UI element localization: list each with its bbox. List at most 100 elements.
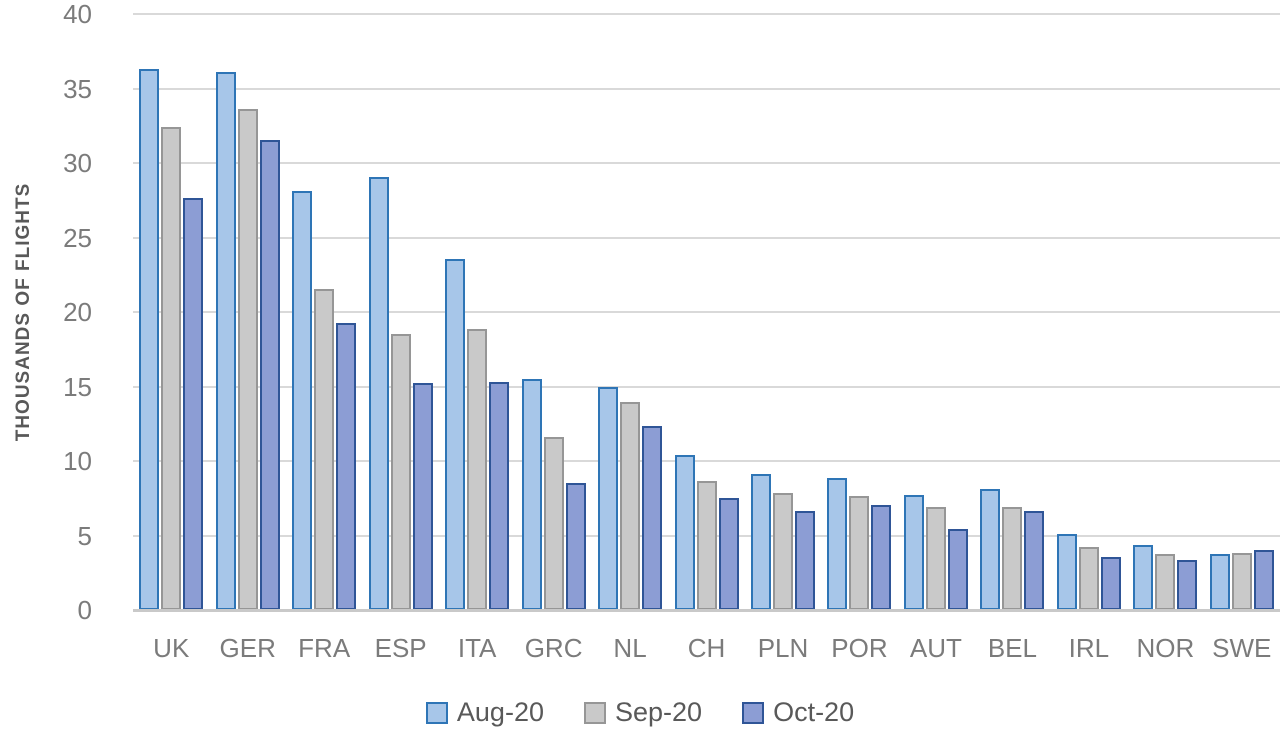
bar-oct-20-fra bbox=[336, 323, 357, 610]
gridline-20 bbox=[133, 311, 1280, 313]
y-tick-label-0: 0 bbox=[77, 595, 92, 625]
bar-sep-20-ch bbox=[696, 481, 717, 610]
bar-aug-20-grc bbox=[521, 378, 542, 610]
bar-group-nl bbox=[592, 14, 668, 610]
gridline-10 bbox=[133, 460, 1280, 462]
bar-aug-20-bel bbox=[980, 488, 1001, 610]
bar-aug-20-nl bbox=[598, 387, 619, 610]
bar-oct-20-ita bbox=[489, 381, 510, 610]
bar-oct-20-irl bbox=[1100, 557, 1121, 610]
bar-aug-20-aut bbox=[903, 494, 924, 610]
bar-sep-20-esp bbox=[390, 333, 411, 610]
bar-sep-20-ita bbox=[467, 329, 488, 610]
bar-group-aut bbox=[898, 14, 974, 610]
legend: Aug-20 Sep-20 Oct-20 bbox=[0, 697, 1280, 728]
bar-aug-20-por bbox=[827, 478, 848, 610]
bar-oct-20-pln bbox=[794, 511, 815, 610]
bar-oct-20-aut bbox=[947, 529, 968, 610]
bar-sep-20-uk bbox=[161, 126, 182, 610]
x-tick-label-uk: UK bbox=[153, 633, 190, 663]
x-tick-label-grc: GRC bbox=[524, 633, 583, 663]
bar-sep-20-bel bbox=[1002, 506, 1023, 610]
gridline-15 bbox=[133, 385, 1280, 388]
x-tick-label-nor: NOR bbox=[1136, 633, 1195, 663]
bar-aug-20-swe bbox=[1209, 554, 1230, 610]
x-tick-label-aut: AUT bbox=[909, 633, 962, 663]
bar-sep-20-nor bbox=[1155, 554, 1176, 610]
bar-group-bel bbox=[974, 14, 1050, 610]
gridline-30 bbox=[133, 162, 1280, 164]
bar-aug-20-ita bbox=[445, 259, 466, 610]
x-tick-label-esp: ESP bbox=[374, 633, 427, 663]
bar-group-swe bbox=[1204, 14, 1280, 610]
bar-aug-20-ger bbox=[215, 71, 236, 610]
y-axis-tick-labels: 0 5 10 15 20 25 30 35 40 bbox=[0, 0, 104, 625]
bar-group-fra bbox=[286, 14, 362, 610]
bar-oct-20-uk bbox=[183, 198, 204, 610]
y-tick-label-35: 35 bbox=[63, 73, 92, 104]
x-tick-label-irl: IRL bbox=[1068, 633, 1110, 663]
bar-sep-20-ger bbox=[237, 108, 258, 610]
bar-sep-20-por bbox=[849, 496, 870, 610]
bar-group-irl bbox=[1051, 14, 1127, 610]
legend-swatch-sep-20 bbox=[583, 701, 606, 724]
bar-group-grc bbox=[515, 14, 591, 610]
bar-sep-20-fra bbox=[314, 289, 335, 610]
legend-label-aug-20: Aug-20 bbox=[456, 697, 544, 727]
x-tick-label-fra: FRA bbox=[298, 633, 351, 663]
legend-item-aug-20: Aug-20 bbox=[425, 697, 544, 728]
x-tick-label-ger: GER bbox=[219, 633, 276, 663]
bar-group-esp bbox=[362, 14, 438, 610]
y-tick-label-5: 5 bbox=[77, 520, 92, 551]
bar-sep-20-nl bbox=[620, 402, 641, 610]
x-tick-label-bel: BEL bbox=[987, 633, 1037, 663]
gridline-25 bbox=[133, 236, 1280, 239]
bar-oct-20-nl bbox=[642, 426, 663, 610]
y-tick-label-20: 20 bbox=[63, 297, 92, 327]
bar-sep-20-pln bbox=[772, 493, 793, 610]
legend-swatch-oct-20 bbox=[742, 701, 765, 724]
bar-oct-20-esp bbox=[412, 383, 433, 610]
bar-aug-20-uk bbox=[139, 68, 160, 610]
x-tick-label-ita: ITA bbox=[457, 633, 497, 663]
legend-item-oct-20: Oct-20 bbox=[742, 697, 854, 728]
y-tick-label-25: 25 bbox=[63, 222, 92, 253]
bar-group-uk bbox=[133, 14, 209, 610]
bar-aug-20-fra bbox=[292, 190, 313, 610]
y-tick-label-40: 40 bbox=[63, 0, 92, 29]
bar-group-pln bbox=[745, 14, 821, 610]
y-tick-label-30: 30 bbox=[63, 148, 92, 178]
bar-aug-20-esp bbox=[368, 177, 389, 610]
gridline-35 bbox=[133, 87, 1280, 90]
x-tick-label-ch: CH bbox=[687, 633, 726, 663]
x-axis-tick-labels: UK GER FRA ESP ITA GRC NL CH PLN POR AUT BEL IRL NOR S… bbox=[133, 633, 1280, 664]
bar-group-por bbox=[821, 14, 897, 610]
bar-sep-20-grc bbox=[543, 436, 564, 610]
legend-swatch-aug-20 bbox=[425, 701, 448, 724]
bar-sep-20-aut bbox=[925, 506, 946, 610]
bar-oct-20-por bbox=[871, 505, 892, 610]
bar-group-ger bbox=[209, 14, 285, 610]
y-tick-label-10: 10 bbox=[63, 446, 92, 476]
x-tick-label-pln: PLN bbox=[757, 633, 809, 663]
plot-area bbox=[133, 13, 1280, 610]
bar-aug-20-ch bbox=[674, 454, 695, 610]
bar-aug-20-irl bbox=[1056, 533, 1077, 610]
bar-group-nor bbox=[1127, 14, 1203, 610]
x-axis-line bbox=[133, 609, 1280, 612]
legend-item-sep-20: Sep-20 bbox=[583, 697, 702, 728]
bar-aug-20-pln bbox=[750, 473, 771, 610]
x-tick-label-por: POR bbox=[831, 633, 888, 663]
x-tick-label-swe: SWE bbox=[1212, 633, 1272, 663]
bar-oct-20-nor bbox=[1177, 560, 1198, 610]
bar-oct-20-ger bbox=[259, 140, 280, 610]
bar-group-ch bbox=[668, 14, 744, 610]
bar-sep-20-swe bbox=[1231, 552, 1252, 610]
bar-group-ita bbox=[439, 14, 515, 610]
legend-label-oct-20: Oct-20 bbox=[773, 697, 855, 727]
y-tick-label-15: 15 bbox=[63, 371, 92, 402]
bar-sep-20-irl bbox=[1078, 546, 1099, 610]
bar-groups bbox=[133, 14, 1280, 610]
bar-oct-20-ch bbox=[718, 497, 739, 610]
